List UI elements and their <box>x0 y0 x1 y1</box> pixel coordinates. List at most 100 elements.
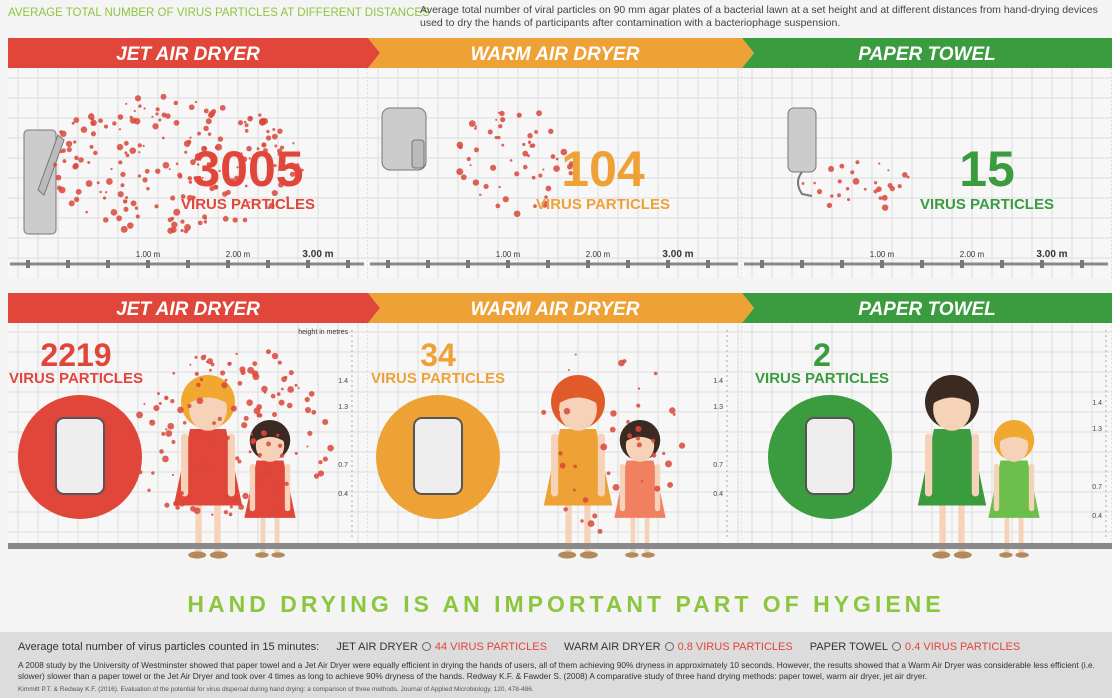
particle <box>278 361 282 365</box>
particle <box>252 361 257 366</box>
particle <box>651 453 656 458</box>
particle <box>817 189 822 194</box>
particle <box>246 399 253 406</box>
height-label: 1.4 <box>338 378 348 385</box>
particle <box>669 407 675 413</box>
particle <box>847 198 850 201</box>
particle <box>197 132 201 136</box>
particle <box>542 168 544 170</box>
leg <box>275 518 280 555</box>
banner-label: PAPER TOWEL <box>858 299 996 320</box>
particle <box>189 136 191 138</box>
particle <box>56 175 62 181</box>
icon-device <box>56 418 104 494</box>
arm <box>994 464 999 511</box>
particle <box>243 218 248 223</box>
axis-tick <box>106 260 110 268</box>
particle <box>285 482 289 486</box>
count: 2 <box>813 337 831 373</box>
particle <box>264 470 270 476</box>
axis-tick <box>586 260 590 268</box>
particle <box>234 497 239 502</box>
arm <box>285 464 290 511</box>
particle <box>227 362 231 366</box>
particle <box>111 209 118 216</box>
particle <box>258 413 262 417</box>
distance-label: 2.00 m <box>226 250 251 259</box>
particle <box>538 173 542 177</box>
footer: Average total number of virus particles … <box>0 632 1112 698</box>
particle <box>882 195 888 201</box>
particle <box>271 494 274 497</box>
particle <box>510 159 513 162</box>
count: 3005 <box>192 141 303 197</box>
particle <box>318 460 322 464</box>
particle <box>528 141 531 144</box>
particle <box>878 162 880 164</box>
particle <box>250 439 255 444</box>
distance-label: 1.00 m <box>496 250 521 259</box>
particle <box>151 471 154 474</box>
axis-tick <box>1040 260 1044 268</box>
particle <box>184 224 191 231</box>
particle <box>189 104 195 110</box>
particle <box>258 453 262 457</box>
particle <box>223 216 229 222</box>
particle <box>254 407 261 414</box>
particle <box>290 509 294 513</box>
particle <box>287 386 294 393</box>
leg <box>261 518 266 555</box>
particle <box>159 402 162 405</box>
particle <box>60 150 63 153</box>
particle <box>514 171 519 176</box>
particle <box>250 433 253 436</box>
particle <box>654 486 660 492</box>
particle <box>564 408 571 415</box>
particle <box>138 143 142 147</box>
axis-tick <box>1000 260 1004 268</box>
particle <box>53 163 57 167</box>
axis-tick <box>626 260 630 268</box>
particle <box>226 436 230 440</box>
particle <box>125 103 127 105</box>
particle <box>132 431 135 434</box>
particle <box>90 120 96 126</box>
nozzle <box>412 140 424 168</box>
particle <box>208 132 212 136</box>
particle <box>467 157 471 161</box>
particle <box>195 372 199 376</box>
particle <box>307 445 309 447</box>
particle <box>573 489 576 492</box>
particle <box>853 178 860 185</box>
height-label: 0.4 <box>1092 513 1102 520</box>
particle <box>142 177 147 182</box>
axis-tick <box>920 260 924 268</box>
particle <box>249 450 252 453</box>
particle <box>635 426 641 432</box>
particle <box>495 136 498 139</box>
axis-tick <box>506 260 510 268</box>
particle <box>583 497 589 503</box>
particle <box>322 419 328 425</box>
particle <box>204 109 209 114</box>
particle <box>305 397 310 402</box>
leg <box>1019 518 1024 555</box>
arm <box>181 434 188 497</box>
particle <box>151 116 153 118</box>
particle <box>124 141 129 146</box>
axis-tick <box>840 260 844 268</box>
particle <box>184 140 191 147</box>
arm <box>598 434 605 497</box>
particle <box>311 410 316 415</box>
particle <box>457 142 464 149</box>
banner-label: JET AIR DRYER <box>116 299 260 320</box>
particle <box>490 165 496 171</box>
particle <box>173 209 180 216</box>
particle <box>802 182 805 185</box>
particle <box>220 105 226 111</box>
particle <box>201 355 206 360</box>
infographic: {"header": {"title": "AVERAGE TOTAL NUMB… <box>0 0 1112 698</box>
panel-bg <box>8 68 368 278</box>
particle <box>181 229 184 232</box>
particle <box>531 143 535 147</box>
